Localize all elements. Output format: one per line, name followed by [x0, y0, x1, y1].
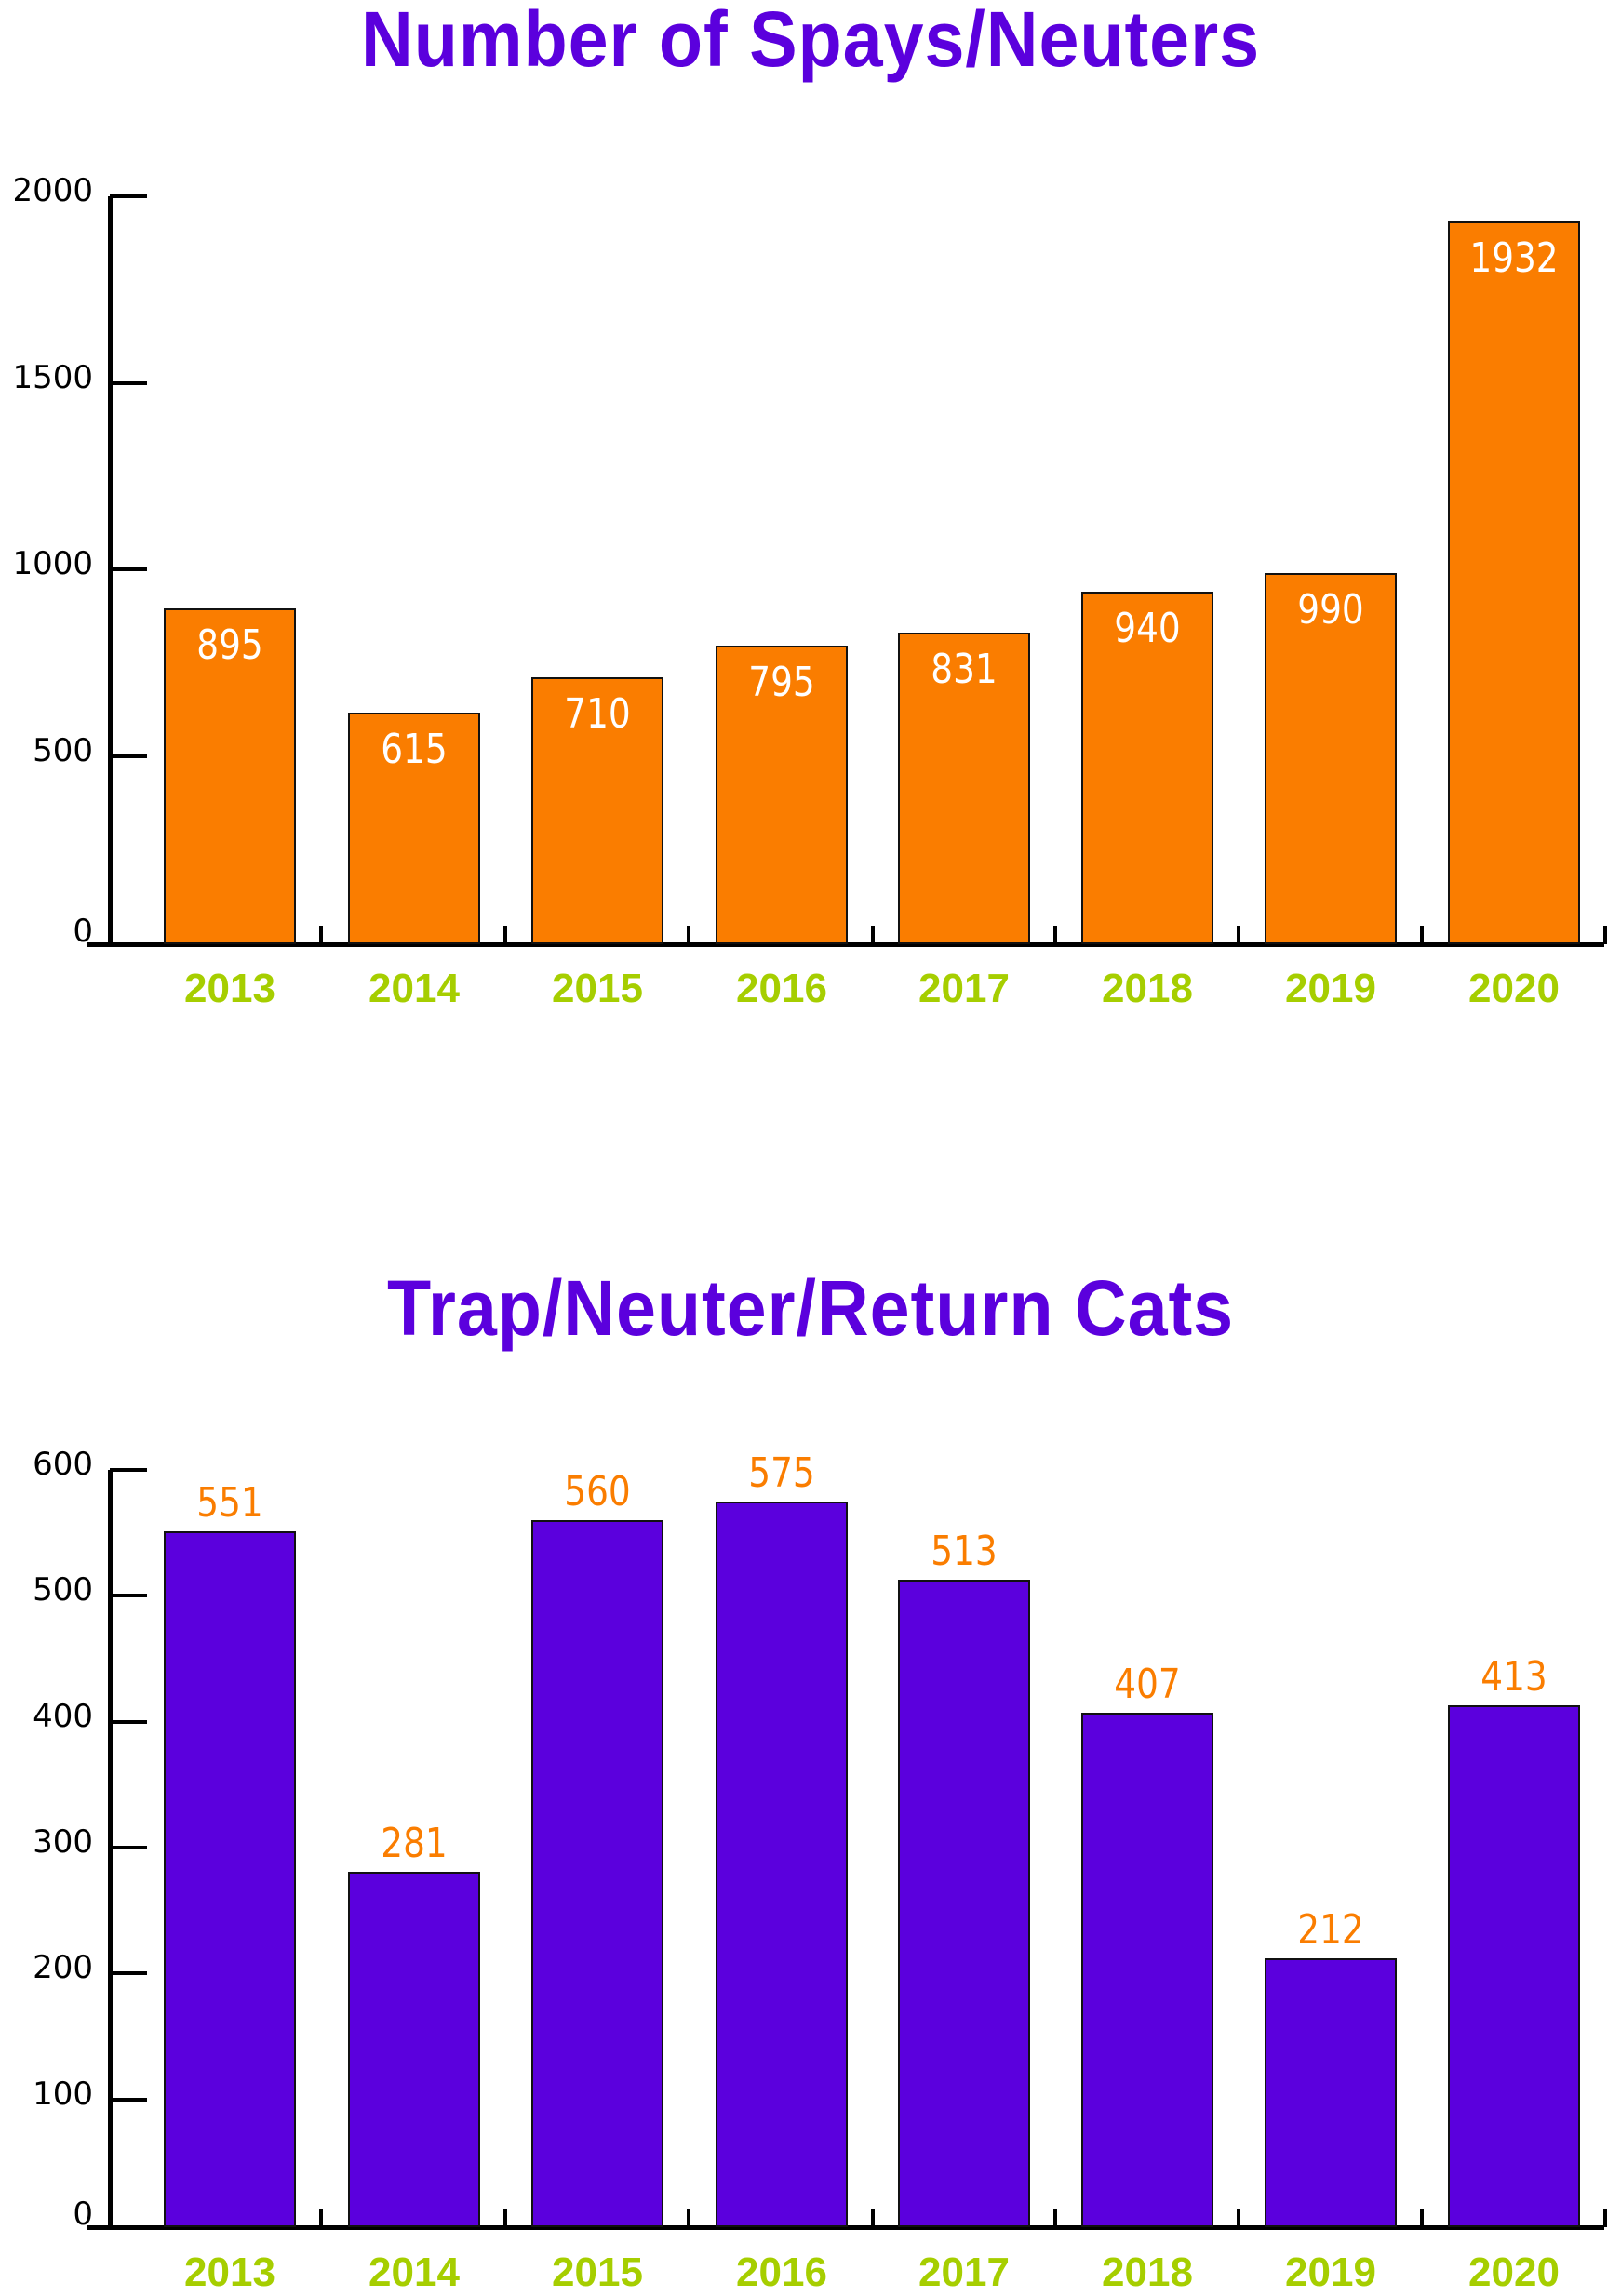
x-axis-label: 2017	[918, 966, 1010, 1011]
x-axis-label: 2015	[552, 966, 643, 1011]
y-tick-label: 1500	[12, 358, 93, 396]
bar-2018	[1081, 592, 1213, 944]
bar-value-label: 551	[196, 1479, 263, 1528]
x-axis-label: 2020	[1468, 966, 1560, 1011]
bar-value-label: 895	[196, 621, 263, 670]
x-axis-label: 2020	[1468, 2249, 1560, 2295]
bar-2017	[898, 1579, 1030, 2227]
y-tick	[110, 754, 147, 758]
bar-2018	[1081, 1713, 1213, 2227]
x-axis-label: 2015	[552, 2249, 643, 2295]
bar-2014	[348, 1871, 480, 2227]
x-tick	[1603, 2209, 1607, 2227]
y-tick	[110, 1719, 147, 1724]
y-tick-label: 500	[33, 1571, 93, 1609]
x-axis-label: 2017	[918, 2249, 1010, 2295]
y-tick	[110, 380, 147, 385]
y-tick	[110, 2097, 147, 2102]
bar-2015	[531, 1520, 663, 2227]
x-axis-label: 2019	[1285, 2249, 1376, 2295]
x-axis-label: 2018	[1102, 2249, 1193, 2295]
x-axis-label: 2013	[184, 2249, 275, 2295]
y-tick	[110, 1971, 147, 1976]
bar-value-label: 212	[1297, 1906, 1364, 1955]
x-tick	[1053, 926, 1057, 944]
bar-value-label: 795	[748, 659, 815, 707]
x-tick	[1237, 2209, 1240, 2227]
y-tick-label: 100	[33, 2075, 93, 2113]
bar-value-label: 940	[1114, 605, 1181, 653]
y-axis	[108, 196, 113, 946]
bar-2017	[898, 632, 1030, 944]
bar-2013	[164, 608, 296, 944]
y-tick	[110, 1468, 147, 1472]
bar-value-label: 831	[931, 645, 998, 693]
x-tick	[503, 2209, 507, 2227]
x-axis-label: 2018	[1102, 966, 1193, 1011]
x-axis-label: 2016	[736, 2249, 827, 2295]
bar-2019	[1265, 1958, 1397, 2227]
chart-title-spays-neuters: Number of Spays/Neuters	[361, 0, 1260, 83]
x-tick	[1237, 926, 1240, 944]
bar-2020	[1448, 1705, 1580, 2227]
bar-2013	[164, 1531, 296, 2227]
bar-value-label: 560	[564, 1468, 631, 1516]
x-tick	[687, 2209, 690, 2227]
x-tick	[503, 926, 507, 944]
y-tick-label: 300	[33, 1823, 93, 1861]
x-axis-label: 2019	[1285, 966, 1376, 1011]
x-tick	[319, 926, 323, 944]
bar-value-label: 407	[1114, 1661, 1181, 1709]
x-tick	[687, 926, 690, 944]
x-axis-label: 2016	[736, 966, 827, 1011]
bar-2019	[1265, 573, 1397, 944]
chart-title-trap-neuter-return: Trap/Neuter/Return Cats	[386, 1264, 1235, 1352]
bar-2020	[1448, 221, 1580, 944]
bar-2016	[716, 646, 848, 944]
bar-2014	[348, 713, 480, 944]
bar-2016	[716, 1501, 848, 2227]
y-tick-label: 600	[33, 1446, 93, 1483]
bar-value-label: 575	[748, 1448, 815, 1497]
bar-value-label: 413	[1480, 1653, 1547, 1702]
bar-value-label: 990	[1297, 586, 1364, 634]
y-tick-label: 200	[33, 1949, 93, 1987]
x-tick	[1603, 926, 1607, 944]
chart-spays-neuters: 0 500 1000 1500 2000 895 2013 615 2014 710 2015 795…	[0, 0, 1621, 1023]
y-tick-label: 1000	[12, 545, 93, 582]
x-axis-label: 2014	[368, 2249, 460, 2295]
x-axis-label: 2014	[368, 966, 460, 1011]
y-tick	[110, 194, 147, 198]
y-tick	[110, 1594, 147, 1598]
x-axis	[87, 2225, 1604, 2230]
y-tick-label: 0	[73, 913, 93, 950]
x-tick	[871, 926, 875, 944]
y-axis	[108, 1470, 113, 2229]
x-tick	[1420, 926, 1424, 944]
bar-value-label: 710	[564, 690, 631, 739]
y-tick-label: 0	[73, 2196, 93, 2233]
y-tick	[110, 1846, 147, 1849]
bar-value-label: 281	[381, 1819, 448, 1867]
y-tick-label: 500	[33, 731, 93, 769]
x-axis-label: 2013	[184, 966, 275, 1011]
y-tick-label: 400	[33, 1697, 93, 1735]
x-tick	[1053, 2209, 1057, 2227]
x-tick	[871, 2209, 875, 2227]
bar-value-label: 513	[931, 1527, 998, 1575]
bar-value-label: 615	[381, 726, 448, 774]
bar-value-label: 1932	[1469, 234, 1559, 283]
x-axis	[87, 942, 1604, 947]
x-tick	[1420, 2209, 1424, 2227]
y-tick	[110, 567, 147, 571]
y-tick-label: 2000	[12, 172, 93, 209]
bar-2015	[531, 677, 663, 944]
x-tick	[319, 2209, 323, 2227]
